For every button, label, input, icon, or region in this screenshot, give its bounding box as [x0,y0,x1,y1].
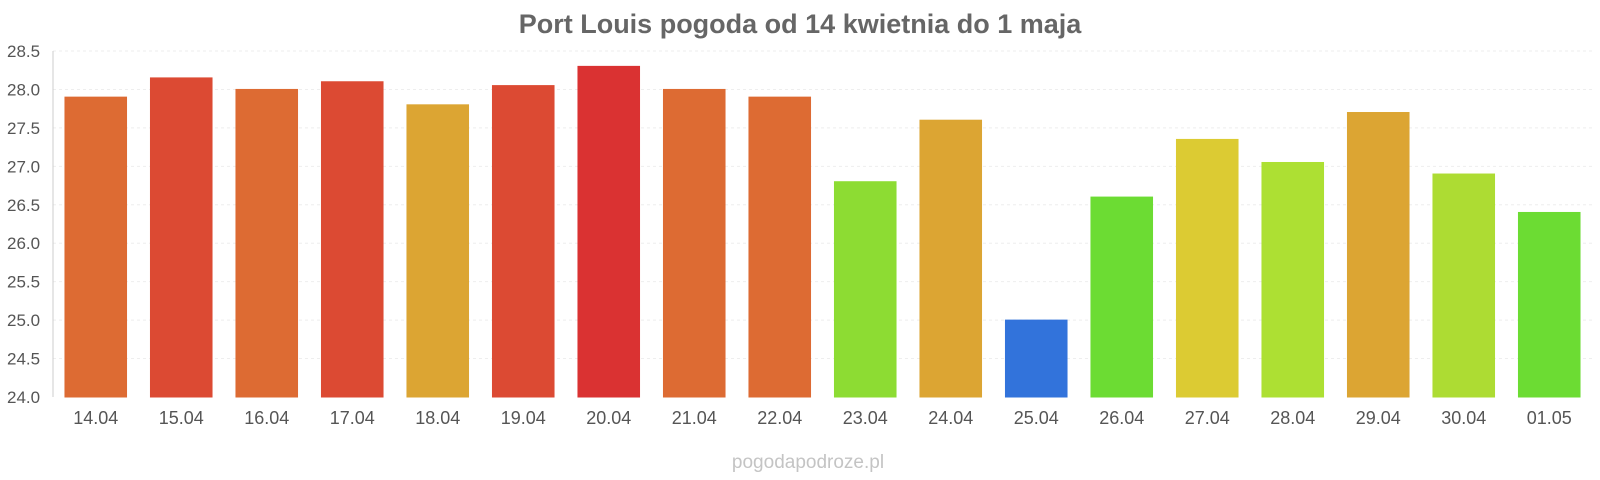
bar [1261,161,1325,398]
x-tick-label: 27.04 [1185,408,1230,428]
bar [1175,138,1239,398]
axis-layer: 24.0 24.5 25.0 25.5 26.0 26.5 27.0 27.5 28.0 28.5… [7,42,1572,428]
bar [406,104,470,398]
y-tick-label: 26.0 [7,234,40,253]
grid-layer [53,50,1592,360]
x-tick-label: 23.04 [843,408,888,428]
bar [919,119,983,398]
bar [1090,196,1154,398]
y-tick-label: 27.5 [7,119,40,138]
y-tick-label: 24.0 [7,388,40,407]
y-tick-label: 24.5 [7,350,40,369]
bar [577,65,641,398]
y-tick-label: 28.5 [7,42,40,61]
chart-title: Port Louis pogoda od 14 kwietnia do 1 ma… [519,9,1083,39]
x-tick-label: 01.05 [1527,408,1572,428]
bar [320,81,384,398]
bar [149,77,213,398]
bar [491,85,555,398]
bar [833,181,897,398]
bar [748,96,812,398]
x-tick-label: 26.04 [1099,408,1144,428]
x-tick-label: 24.04 [928,408,973,428]
x-tick-label: 16.04 [244,408,289,428]
bar-layer [64,65,1581,398]
x-tick-label: 28.04 [1270,408,1315,428]
x-tick-label: 25.04 [1014,408,1059,428]
watermark: pogodapodroze.pl [732,452,884,473]
x-tick-label: 14.04 [73,408,118,428]
bar [662,88,726,398]
x-tick-label: 30.04 [1441,408,1486,428]
bar [64,96,128,398]
y-tick-label: 26.5 [7,196,40,215]
y-tick-label: 25.5 [7,273,40,292]
x-tick-label: 15.04 [159,408,204,428]
x-tick-label: 22.04 [757,408,802,428]
x-tick-label: 18.04 [415,408,460,428]
x-tick-label: 20.04 [586,408,631,428]
y-tick-label: 27.0 [7,157,40,176]
x-tick-label: 19.04 [501,408,546,428]
bar [235,88,299,398]
bar [1346,112,1410,398]
bar [1004,319,1068,398]
y-tick-label: 28.0 [7,80,40,99]
x-tick-label: 21.04 [672,408,717,428]
bar [1432,173,1496,398]
y-tick-label: 25.0 [7,311,40,330]
x-tick-label: 29.04 [1356,408,1401,428]
bar [1517,211,1581,398]
x-tick-label: 17.04 [330,408,375,428]
